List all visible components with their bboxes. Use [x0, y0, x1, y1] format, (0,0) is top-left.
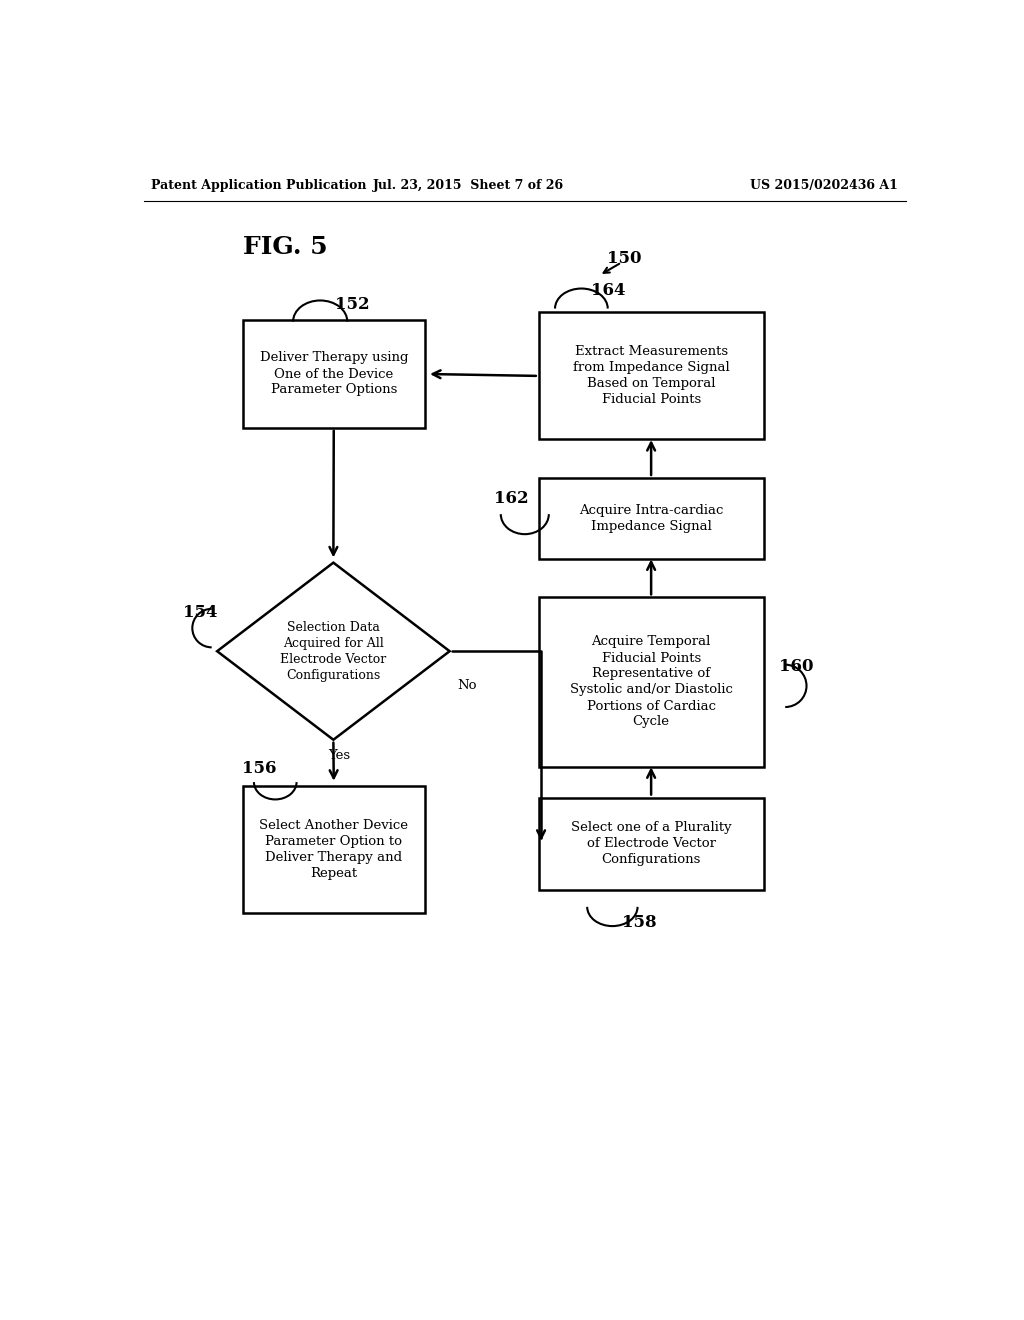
Text: 154: 154 [183, 605, 217, 622]
FancyBboxPatch shape [539, 598, 764, 767]
Text: Extract Measurements
from Impedance Signal
Based on Temporal
Fiducial Points: Extract Measurements from Impedance Sign… [572, 346, 729, 407]
Text: 150: 150 [607, 249, 641, 267]
FancyBboxPatch shape [243, 321, 425, 428]
FancyBboxPatch shape [539, 797, 764, 890]
Text: US 2015/0202436 A1: US 2015/0202436 A1 [751, 178, 898, 191]
Text: 162: 162 [495, 490, 529, 507]
FancyBboxPatch shape [539, 478, 764, 558]
Text: Select Another Device
Parameter Option to
Deliver Therapy and
Repeat: Select Another Device Parameter Option t… [259, 818, 409, 880]
Polygon shape [217, 562, 450, 739]
Text: Acquire Intra-cardiac
Impedance Signal: Acquire Intra-cardiac Impedance Signal [579, 504, 723, 533]
Text: 152: 152 [336, 296, 370, 313]
Text: 156: 156 [243, 760, 278, 776]
Text: Select one of a Plurality
of Electrode Vector
Configurations: Select one of a Plurality of Electrode V… [570, 821, 731, 866]
Text: Selection Data
Acquired for All
Electrode Vector
Configurations: Selection Data Acquired for All Electrod… [281, 620, 386, 681]
FancyBboxPatch shape [539, 313, 764, 440]
Text: No: No [458, 680, 477, 693]
Text: Patent Application Publication: Patent Application Publication [152, 178, 367, 191]
Text: 164: 164 [591, 282, 626, 300]
Text: FIG. 5: FIG. 5 [243, 235, 328, 259]
FancyBboxPatch shape [243, 785, 425, 913]
Text: 158: 158 [623, 913, 656, 931]
Text: Acquire Temporal
Fiducial Points
Representative of
Systolic and/or Diastolic
Por: Acquire Temporal Fiducial Points Represe… [569, 635, 732, 729]
Text: Jul. 23, 2015  Sheet 7 of 26: Jul. 23, 2015 Sheet 7 of 26 [374, 178, 564, 191]
Text: 160: 160 [779, 659, 813, 675]
Text: Deliver Therapy using
One of the Device
Parameter Options: Deliver Therapy using One of the Device … [259, 351, 408, 396]
Text: Yes: Yes [329, 748, 350, 762]
